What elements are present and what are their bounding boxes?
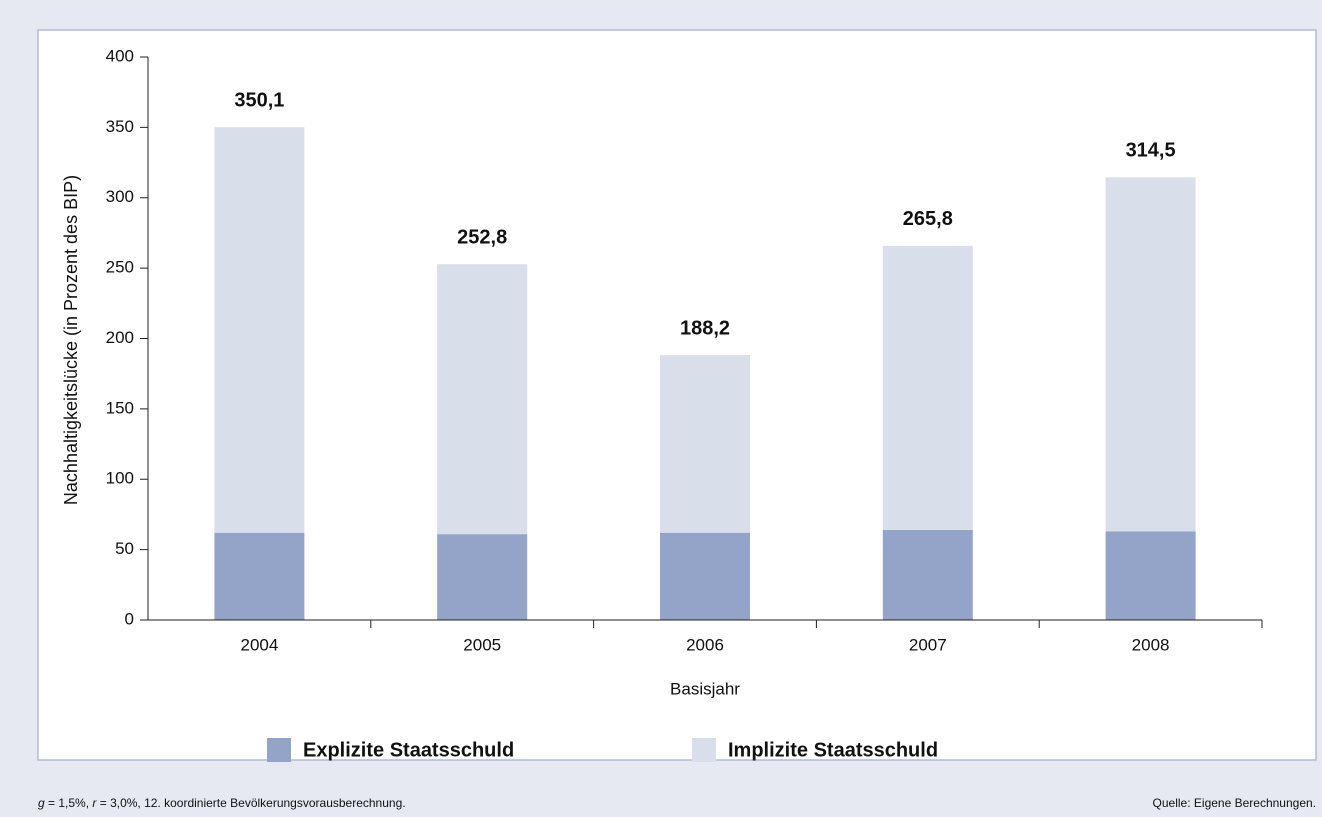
y-tick-label: 300 [106, 187, 134, 206]
total-label: 350,1 [234, 90, 284, 112]
y-tick-label: 150 [106, 398, 134, 417]
legend-swatch [692, 738, 716, 762]
y-tick-label: 50 [115, 539, 134, 558]
bar-segment [882, 529, 973, 620]
bar-segment [1105, 531, 1196, 620]
x-tick-label: 2007 [909, 635, 947, 654]
bar-segment [437, 264, 528, 535]
x-tick-label: 2005 [463, 635, 501, 654]
note: g = 1,5%, r = 3,0%, 12. koordinierte Bev… [38, 796, 406, 810]
bar-segment [214, 127, 305, 533]
x-tick-label: 2004 [240, 635, 278, 654]
x-tick-label: 2006 [686, 635, 724, 654]
note-part: g [38, 796, 45, 810]
note-part: = 1,5%, [45, 796, 93, 810]
y-tick-label: 200 [106, 328, 134, 347]
y-tick-label: 0 [125, 609, 134, 628]
y-tick-label: 250 [106, 258, 134, 277]
legend-label: Explizite Staatsschuld [303, 739, 514, 761]
note-part: = 3,0%, 12. koordinierte Bevölkerungsvor… [96, 796, 405, 810]
legend-label: Implizite Staatsschuld [728, 739, 938, 761]
y-tick-label: 400 [106, 46, 134, 65]
bar-segment [437, 534, 528, 620]
x-axis-label: Basisjahr [670, 679, 740, 698]
x-tick-label: 2008 [1132, 635, 1170, 654]
total-label: 252,8 [457, 226, 507, 248]
legend-swatch [267, 738, 291, 762]
bar-segment [882, 245, 973, 530]
bar-segment [660, 532, 750, 620]
bar-segment [660, 355, 750, 533]
total-label: 265,8 [903, 208, 953, 230]
note-part: r [92, 796, 97, 810]
y-tick-label: 350 [106, 117, 134, 136]
source: Quelle: Eigene Berechnungen. [1153, 796, 1316, 810]
total-label: 188,2 [680, 317, 730, 339]
bar-segment [214, 532, 305, 620]
bar-segment [1105, 177, 1196, 532]
y-tick-label: 100 [106, 469, 134, 488]
y-axis-label: Nachhaltigkeitslücke (in Prozent des BIP… [61, 175, 81, 505]
total-label: 314,5 [1126, 140, 1176, 162]
